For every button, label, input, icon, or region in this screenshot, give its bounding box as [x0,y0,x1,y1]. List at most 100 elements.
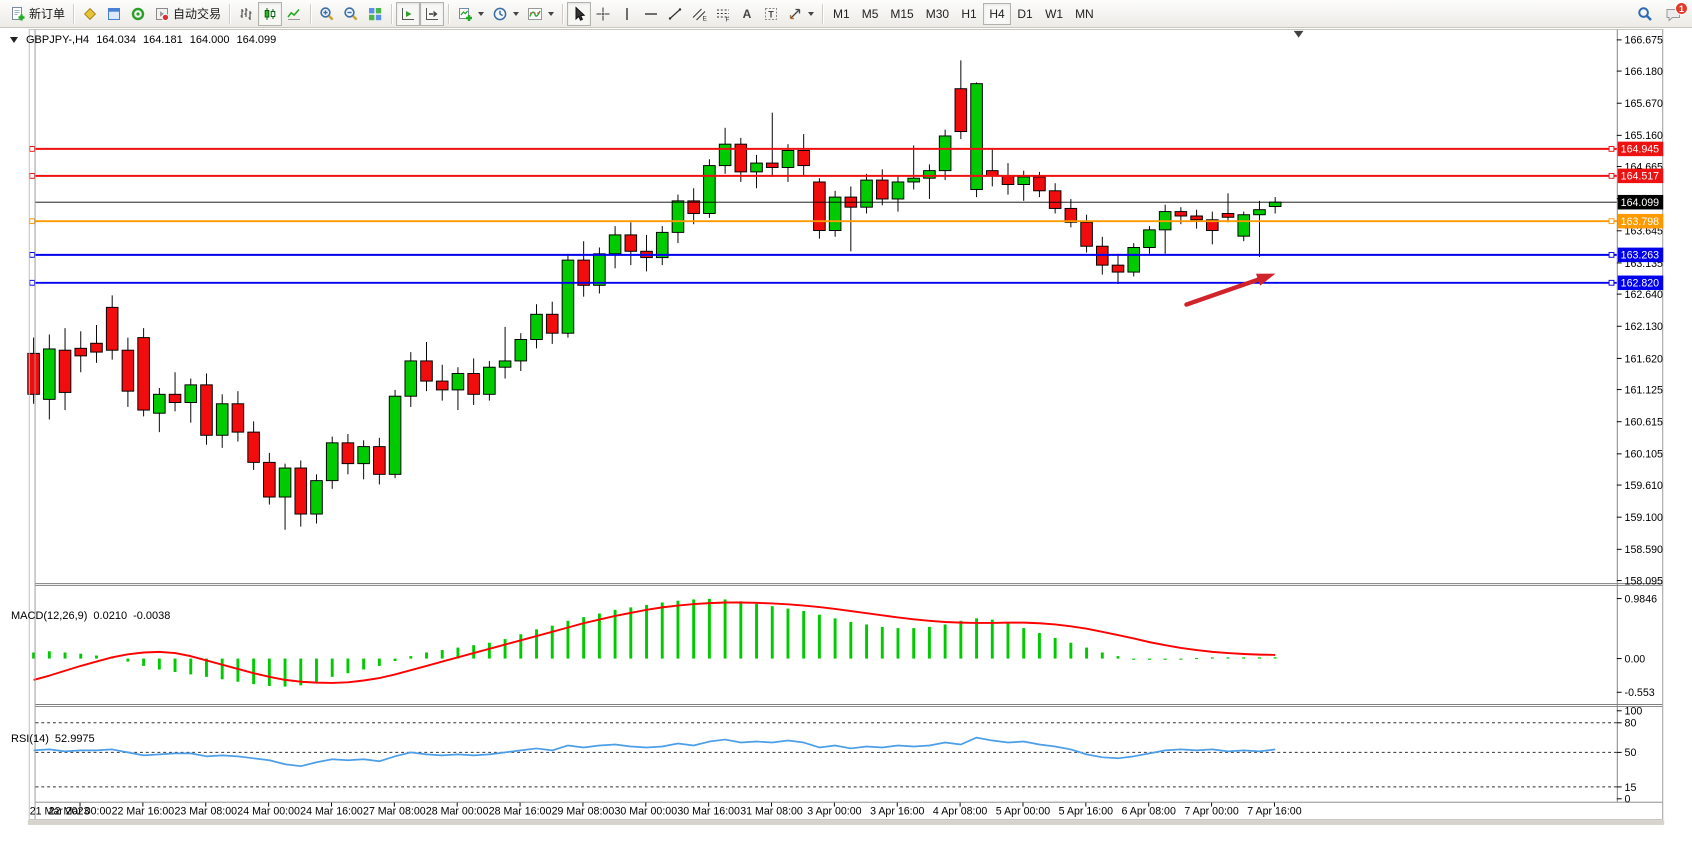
toolbar-separator [310,3,312,24]
chart-plus-icon [459,7,473,21]
rsi-label: RSI(14) 52.9975 [11,733,95,745]
timeframe-m5[interactable]: M5 [856,3,885,25]
collapse-icon[interactable] [10,37,18,43]
cursor-button[interactable] [567,1,592,26]
toolbar-separator [73,3,75,24]
svg-text:30 Mar 00:00: 30 Mar 00:00 [614,805,677,817]
trendline-button[interactable] [663,2,687,26]
timeframe-mn[interactable]: MN [1069,3,1100,25]
svg-text:163.645: 163.645 [1625,226,1663,238]
toolbar-right: 1 [1633,1,1688,26]
timeframe-m1[interactable]: M1 [827,3,856,25]
tiles-icon [369,7,382,20]
clock-icon [493,7,507,20]
bar-chart-mode-button[interactable] [234,2,258,26]
chart-window: 166.675 166.180 165.670 165.160 164.665 164.1… [0,28,1692,852]
timeframe-m30[interactable]: M30 [920,3,955,25]
svg-text:7 Apr 00:00: 7 Apr 00:00 [1184,805,1238,817]
swirl-icon [131,7,145,20]
indicator-icon [528,7,543,20]
svg-text:164.665: 164.665 [1625,161,1663,173]
svg-text:A: A [743,7,752,21]
channel-icon: E [692,8,708,22]
market-depth-button[interactable] [78,2,102,26]
auto-scroll-button[interactable] [396,1,421,26]
autotrading-button[interactable]: 自动交易 [150,2,225,26]
annotation-arrow[interactable] [1184,273,1276,307]
zoom-out-icon [344,6,358,21]
chart-canvas[interactable]: 166.675 166.180 165.670 165.160 164.665 164.1… [0,28,1692,852]
timeframe-d1[interactable]: D1 [1011,3,1039,25]
svg-text:80: 80 [1625,718,1637,730]
equidistant-channel-button[interactable]: E [687,2,711,26]
svg-text:E: E [703,15,708,22]
text-label-button[interactable]: T [759,2,783,26]
zoom-in-button[interactable] [315,2,339,26]
crosshair-button[interactable] [591,2,615,26]
zoom-in-icon [320,6,334,21]
symbol-period: GBPJPY-,H4 [26,34,90,46]
vertical-line-button[interactable] [615,2,639,26]
new-order-label: 新订单 [29,7,66,21]
linechart-icon [287,8,301,20]
doc-plus-icon [12,6,25,20]
dropdown-caret-icon [478,11,485,16]
svg-text:21 Mar 2023: 21 Mar 2023 [30,805,90,817]
svg-text:29 Mar 08:00: 29 Mar 08:00 [552,805,615,817]
chartshift-icon [426,7,439,20]
svg-text:F: F [726,16,730,22]
svg-text:31 Mar 08:00: 31 Mar 08:00 [740,805,803,817]
low-value: 164.000 [189,34,230,46]
zoom-out-button[interactable] [339,2,363,26]
fibonacci-retracement-button[interactable]: F [711,2,735,26]
timeframe-w1[interactable]: W1 [1039,3,1069,25]
svg-text:160.105: 160.105 [1625,449,1663,461]
data-window-button[interactable] [102,2,126,26]
dropdown-caret-icon [808,11,815,16]
svg-text:7 Apr 16:00: 7 Apr 16:00 [1247,805,1301,817]
timeframe-h4[interactable]: H4 [983,2,1012,25]
svg-text:0.00: 0.00 [1625,653,1646,665]
timeframe-m15[interactable]: M15 [884,3,919,25]
toolbar-separator [391,3,393,24]
diamond-icon [83,7,97,20]
notification-badge: 1 [1675,1,1688,15]
price-scale[interactable]: 166.675166.180165.670165.160164.665164.1… [1616,35,1664,588]
svg-text:-0.553: -0.553 [1625,687,1655,699]
horizontal-line-button[interactable] [639,2,663,26]
svg-text:6 Apr 08:00: 6 Apr 08:00 [1122,805,1176,817]
tile-windows-button[interactable] [363,2,387,26]
new-order-button[interactable]: 新订单 [6,2,69,26]
svg-text:160.615: 160.615 [1625,417,1663,429]
fibo-icon: F [717,9,730,22]
timeframe-h1[interactable]: H1 [955,3,983,25]
svg-text:159.610: 159.610 [1625,480,1663,492]
macd-name: MACD(12,26,9) [11,610,88,622]
timeframe-toolbar: M1 M5 M15 M30 H1 H4 D1 W1 MN [827,0,1100,28]
macd-main-value: 0.0210 [93,610,128,622]
text-a-icon: A [743,7,752,21]
candle-chart-mode-button[interactable] [258,1,283,26]
notifications-button[interactable]: 1 [1661,1,1688,26]
new-chart-button[interactable] [453,2,488,26]
svg-text:166.675: 166.675 [1625,35,1663,47]
toolbar-separator [562,3,564,24]
text-button[interactable]: A [735,2,759,26]
svg-text:158.095: 158.095 [1625,575,1663,587]
chart-shift-button[interactable] [420,1,445,26]
arrows-button[interactable] [783,2,818,26]
chart-shift-marker[interactable] [1293,30,1304,38]
svg-text:162.130: 162.130 [1625,321,1663,333]
mql-community-button[interactable] [126,2,150,26]
search-button[interactable] [1633,2,1657,26]
line-chart-mode-button[interactable] [282,2,306,26]
svg-text:15: 15 [1625,782,1637,794]
svg-text:5 Apr 00:00: 5 Apr 00:00 [996,805,1050,817]
rsi-name: RSI(14) [11,733,49,745]
window-icon [108,7,121,20]
profiles-button[interactable] [488,2,523,26]
indicators-list-button[interactable] [523,2,558,26]
